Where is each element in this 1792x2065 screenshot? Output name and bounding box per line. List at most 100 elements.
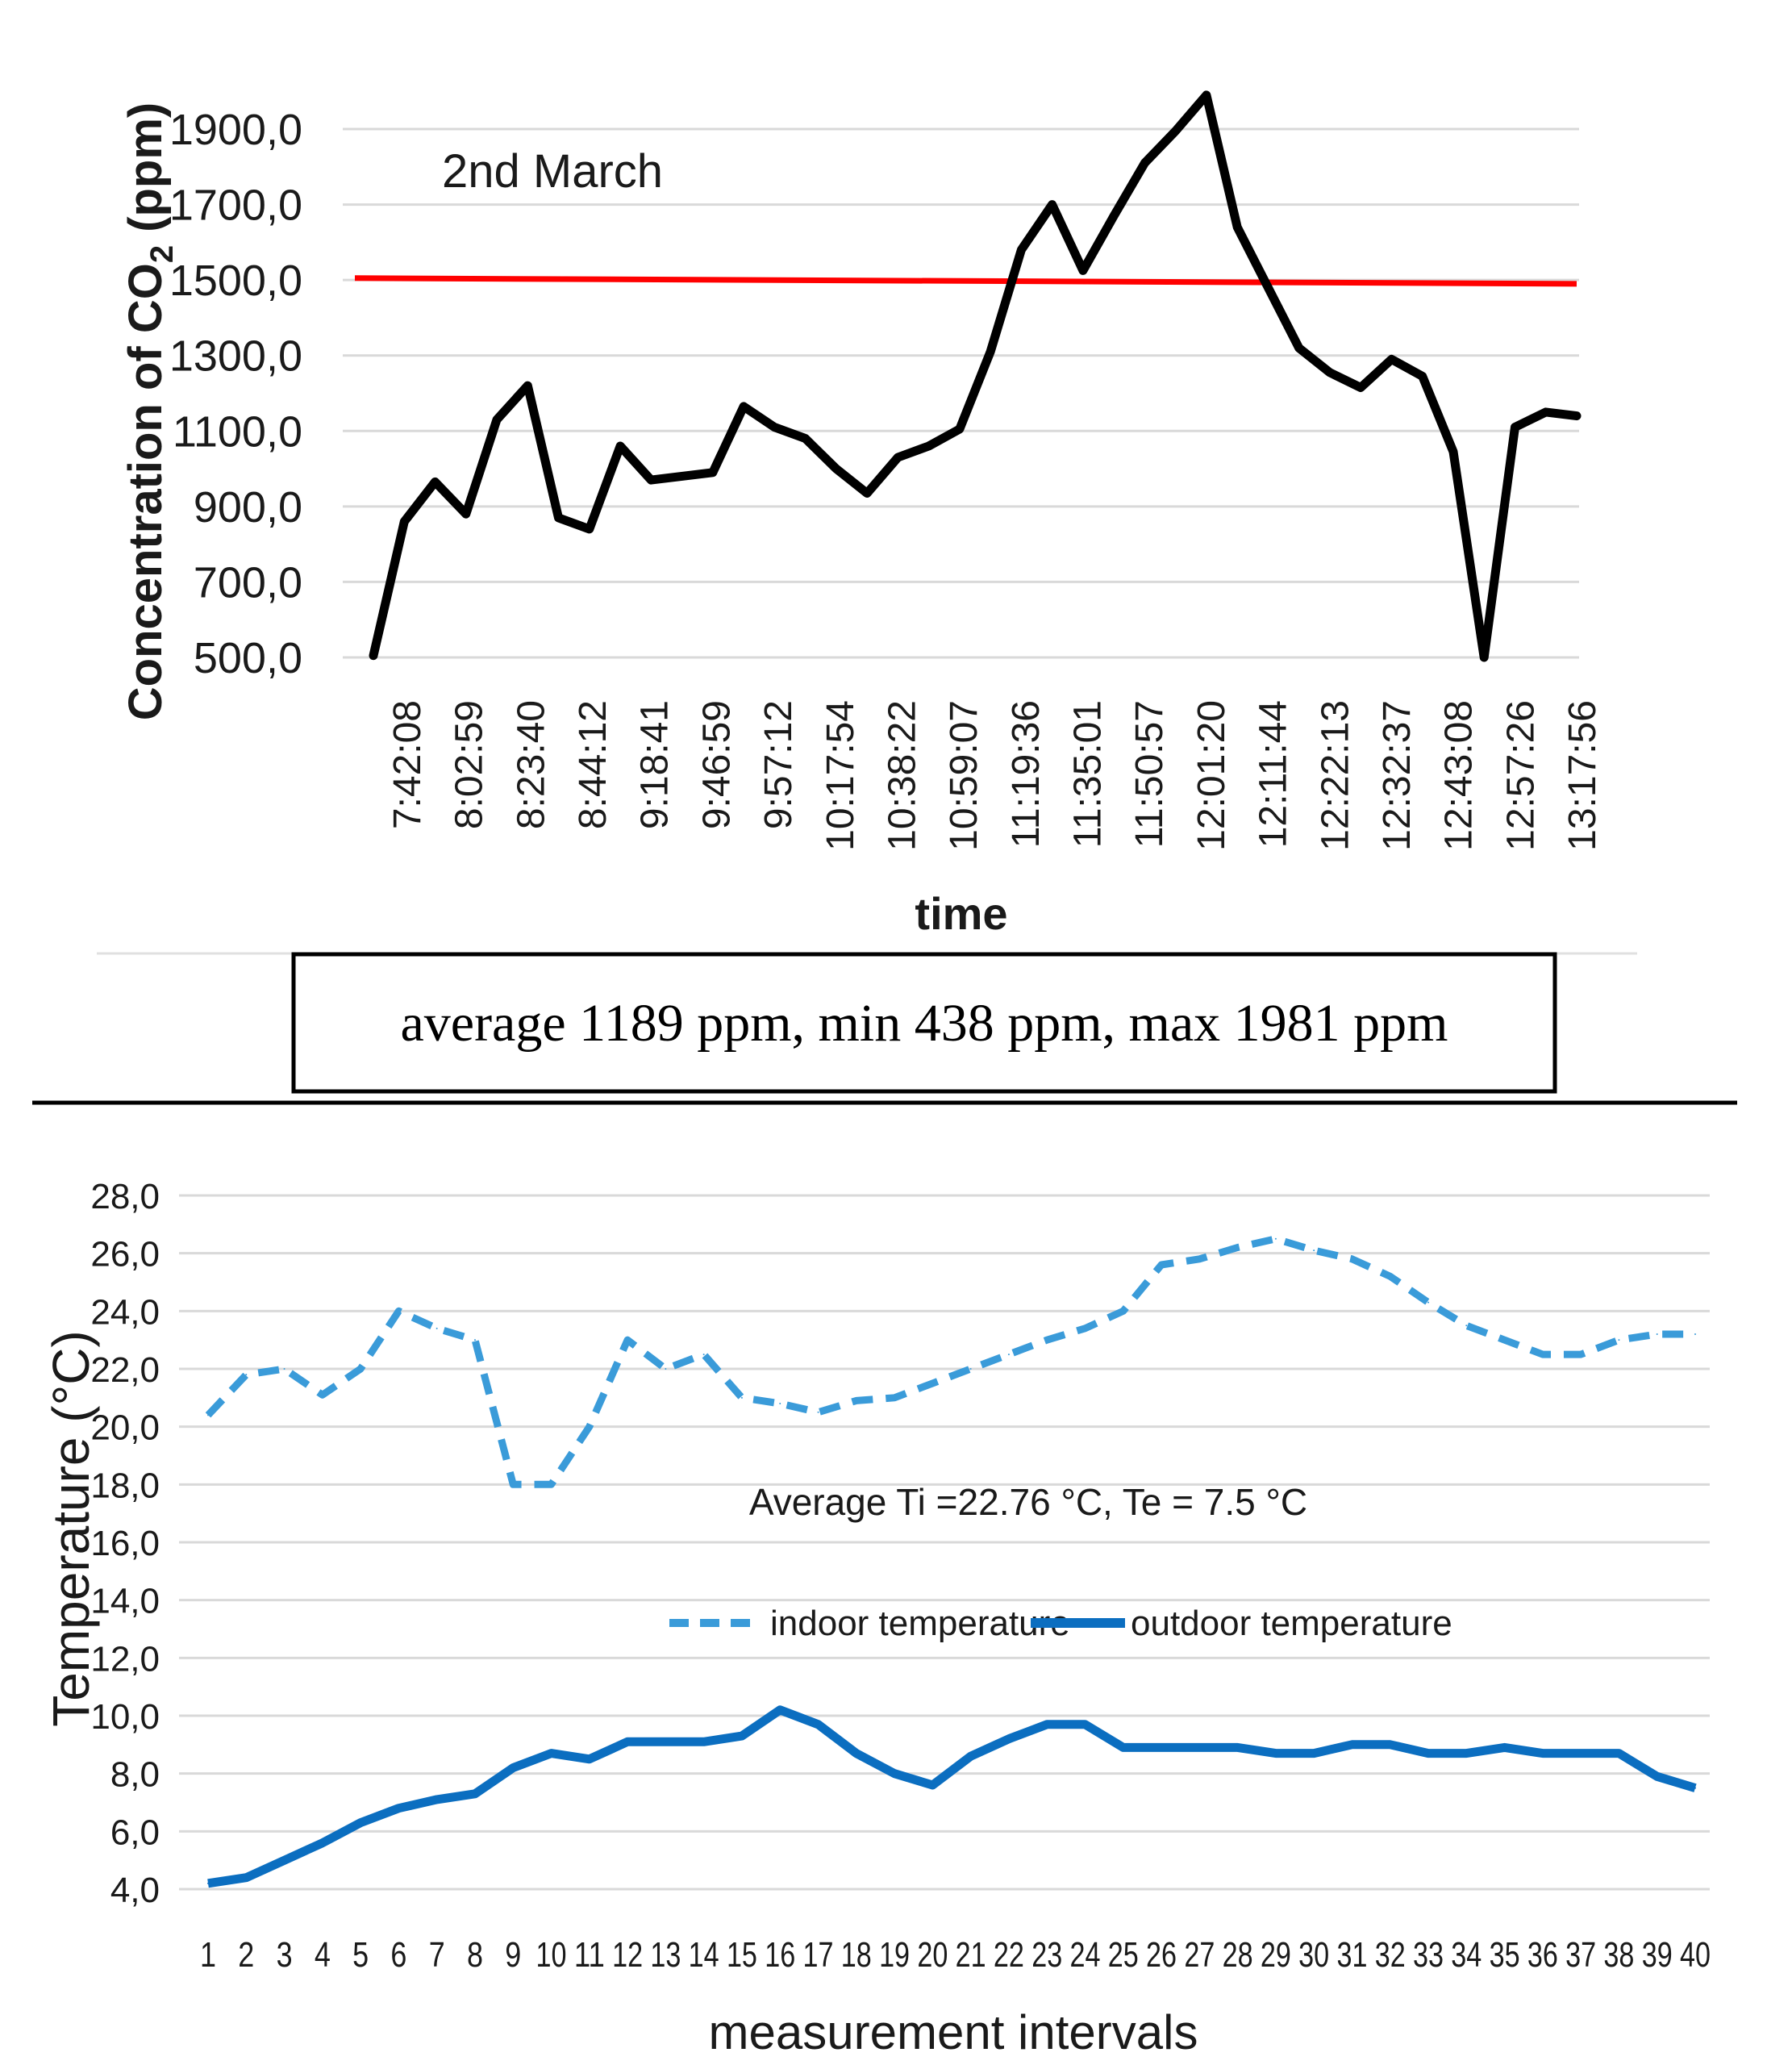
co2-y-tick-label: 1300,0 bbox=[169, 332, 302, 381]
indoor-temperature-data-point bbox=[1427, 1301, 1430, 1304]
indoor-temperature-data-point bbox=[1389, 1275, 1391, 1278]
co2-y-axis-ticks: 500,0 700,0 900,0 1100,0 1300,0 1500,0 1700,0 1… bbox=[169, 106, 302, 682]
temp-x-tick-label: 1 bbox=[200, 1935, 216, 1975]
co2-y-tick-label: 500,0 bbox=[194, 634, 302, 682]
co2-data-point bbox=[465, 513, 467, 515]
co2-data-point bbox=[1081, 269, 1084, 272]
indoor-temperature-data-point bbox=[1198, 1258, 1201, 1260]
co2-y-axis-title: Concentration of CO2 (ppm) bbox=[119, 102, 180, 721]
co2-data-point bbox=[1020, 248, 1023, 251]
co2-data-point bbox=[1452, 451, 1454, 453]
outdoor-temperature-data-point bbox=[1313, 1752, 1315, 1754]
temp-x-tick-label: 37 bbox=[1565, 1935, 1596, 1975]
temp-x-tick-label: 30 bbox=[1298, 1935, 1329, 1975]
outdoor-temperature-data-point bbox=[1351, 1743, 1353, 1746]
temp-x-tick-label: 6 bbox=[390, 1935, 406, 1975]
outdoor-temperature-data-point bbox=[931, 1784, 934, 1786]
temp-y-tick-label: 28,0 bbox=[90, 1177, 160, 1216]
temp-x-tick-label: 11 bbox=[574, 1935, 605, 1975]
legend-outdoor-label: outdoor temperature bbox=[1131, 1604, 1452, 1643]
co2-data-point bbox=[958, 428, 961, 430]
temp-x-tick-label: 40 bbox=[1680, 1935, 1711, 1975]
temp-y-tick-label: 18,0 bbox=[90, 1466, 160, 1505]
temp-x-tick-label: 22 bbox=[994, 1935, 1024, 1975]
outdoor-temperature-data-point bbox=[1694, 1787, 1696, 1789]
outdoor-temperature-data-point bbox=[1236, 1746, 1239, 1749]
outdoor-temperature-data-point bbox=[740, 1735, 743, 1738]
co2-y-axis-title-unit: (ppm) bbox=[119, 102, 172, 245]
co2-x-tick-label: 11:19:36 bbox=[1005, 700, 1048, 848]
co2-data-point bbox=[1328, 371, 1331, 373]
co2-x-tick-label: 9:57:12 bbox=[757, 700, 800, 829]
temp-x-axis-ticks: 1 2 3 4 5 6 7 8 9 10 11 12 13 14 15 16 17 18 19 20 21 22 23 24 2… bbox=[200, 1935, 1711, 1975]
summary-box-frame bbox=[291, 952, 1557, 1094]
co2-data-point bbox=[527, 385, 529, 387]
indoor-temperature-data-point bbox=[588, 1425, 590, 1428]
temp-x-tick-label: 24 bbox=[1069, 1935, 1100, 1975]
co2-summary-box: average 1189 ppm, min 438 ppm, max 1981 … bbox=[291, 952, 1557, 1094]
co2-data-point bbox=[681, 475, 683, 478]
indoor-temperature-data-point bbox=[855, 1400, 857, 1402]
temp-gridlines bbox=[179, 1194, 1710, 1891]
temp-x-tick-label: 34 bbox=[1451, 1935, 1482, 1975]
co2-y-tick-label: 1900,0 bbox=[169, 106, 302, 154]
indoor-temperature-data-point bbox=[207, 1414, 209, 1416]
co2-x-tick-label: 11:50:57 bbox=[1128, 700, 1171, 848]
co2-data-point bbox=[434, 481, 436, 483]
indoor-temperature-data-point bbox=[931, 1382, 934, 1384]
outdoor-temperature-data-point bbox=[398, 1807, 400, 1809]
co2-y-tick-label: 1100,0 bbox=[173, 407, 302, 456]
co2-annotation: 2nd March bbox=[442, 145, 663, 198]
outdoor-temperature-data-point bbox=[1274, 1752, 1277, 1754]
outdoor-temperature-line bbox=[207, 1705, 1697, 1888]
co2-data-point bbox=[897, 457, 899, 459]
temp-x-tick-label: 25 bbox=[1108, 1935, 1139, 1975]
outdoor-temperature-data-point bbox=[894, 1772, 896, 1775]
temp-x-tick-label: 8 bbox=[467, 1935, 483, 1975]
temp-x-tick-label: 32 bbox=[1375, 1935, 1406, 1975]
outdoor-temperature-data-point bbox=[1618, 1752, 1620, 1754]
temp-x-tick-label: 19 bbox=[879, 1935, 910, 1975]
co2-x-tick-label: 12:57:26 bbox=[1499, 700, 1542, 851]
summary-box-text: average 1189 ppm, min 438 ppm, max 1981 … bbox=[400, 994, 1448, 1053]
temp-x-tick-label: 18 bbox=[841, 1935, 872, 1975]
outdoor-temperature-data-point bbox=[550, 1752, 552, 1754]
co2-data-point bbox=[927, 445, 930, 447]
indoor-temperature-data-point bbox=[969, 1368, 972, 1370]
outdoor-temperature-data-point bbox=[588, 1758, 590, 1760]
temp-x-tick-label: 31 bbox=[1336, 1935, 1367, 1975]
indoor-temperature-data-point bbox=[627, 1339, 629, 1341]
co2-x-tick-label: 13:17:56 bbox=[1561, 700, 1604, 851]
temp-y-tick-label: 8,0 bbox=[110, 1755, 160, 1795]
co2-data-point bbox=[1390, 358, 1393, 361]
temp-y-tick-label: 20,0 bbox=[90, 1408, 160, 1448]
outdoor-temperature-data-point bbox=[1007, 1738, 1010, 1740]
indoor-temperature-data-point bbox=[740, 1396, 743, 1399]
indoor-temperature-series bbox=[205, 1235, 1696, 1488]
temp-y-tick-label: 16,0 bbox=[90, 1524, 160, 1563]
outdoor-temperature-data-point bbox=[627, 1741, 629, 1743]
temp-y-tick-label: 6,0 bbox=[110, 1813, 160, 1852]
co2-data-point bbox=[557, 516, 560, 519]
co2-x-tick-label: 12:11:44 bbox=[1252, 700, 1295, 848]
outdoor-temperature-data-point bbox=[1503, 1746, 1506, 1749]
temp-x-tick-label: 4 bbox=[315, 1935, 331, 1975]
indoor-temperature-data-point bbox=[1084, 1327, 1086, 1329]
indoor-temperature-data-point bbox=[512, 1483, 515, 1486]
indoor-temperature-data-point bbox=[1541, 1354, 1544, 1356]
indoor-temperature-data-point bbox=[1618, 1339, 1620, 1341]
co2-y-tick-label: 1700,0 bbox=[169, 181, 302, 230]
co2-limit-line bbox=[354, 275, 1577, 287]
co2-x-tick-label: 10:59:07 bbox=[943, 700, 986, 851]
temp-x-axis-title: measurement intervals bbox=[709, 2005, 1198, 2059]
co2-data-point bbox=[1144, 162, 1146, 165]
co2-x-tick-label: 12:22:13 bbox=[1314, 700, 1357, 851]
co2-x-tick-label: 8:23:40 bbox=[510, 700, 552, 829]
temp-annotation: Average Ti =22.76 °C, Te = 7.5 °C bbox=[749, 1481, 1307, 1523]
outdoor-temperature-data-point bbox=[473, 1792, 476, 1795]
co2-data-point bbox=[1174, 130, 1177, 132]
outdoor-temperature-data-point bbox=[1427, 1752, 1430, 1754]
temp-x-tick-label: 35 bbox=[1490, 1935, 1520, 1975]
outdoor-temperature-data-point bbox=[817, 1723, 819, 1725]
indoor-temperature-data-point bbox=[1161, 1264, 1163, 1266]
